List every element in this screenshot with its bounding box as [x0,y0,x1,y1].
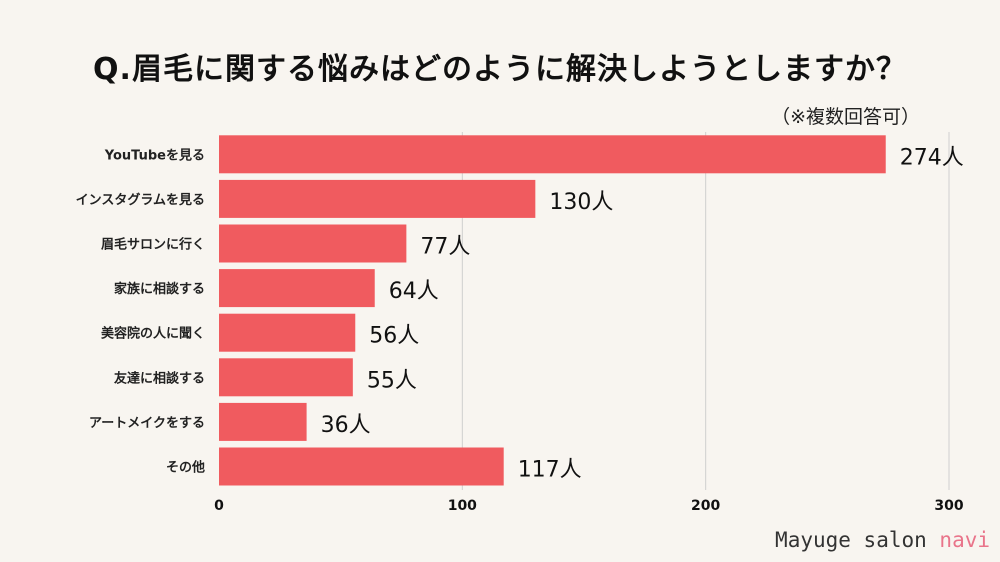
value-label: 56人 [369,324,419,349]
x-tick-label: 100 [448,498,477,514]
category-label: 友達に相談する [114,370,205,386]
category-label: 家族に相談する [114,281,205,297]
bar [219,447,504,486]
value-label: 36人 [321,413,371,438]
category-label: その他 [166,460,205,476]
x-tick-label: 300 [934,498,963,514]
value-label: 130人 [549,190,613,215]
value-label: 64人 [389,279,439,304]
brand-accent: navi [939,528,990,552]
bar [219,402,307,441]
bar [219,269,375,308]
chart-subtitle: （※複数回答可） [771,106,920,128]
category-label: インスタグラムを見る [76,192,205,208]
category-label: 美容院の人に聞く [101,326,205,342]
x-tick-label: 200 [691,498,720,514]
value-label: 55人 [367,368,417,393]
value-label: 77人 [420,235,470,260]
value-label: 274人 [900,145,964,170]
brand-prefix: Mayuge salon [775,528,940,552]
category-label: YouTubeを見る [104,148,205,163]
bar [219,313,356,352]
chart-title: Q.眉毛に関する悩みはどのように解決しようとしますか？ [93,52,907,87]
category-label: アートメイクをする [89,416,205,431]
bar [219,224,407,263]
bar [219,179,536,218]
bar [219,358,353,397]
category-label: 眉毛サロンに行く [101,237,205,253]
value-label: 117人 [518,458,582,483]
bar-layer [219,135,886,486]
x-tick-label: 0 [214,498,224,514]
brand-logo: Mayuge salon navi [775,528,990,552]
bar [219,135,886,174]
